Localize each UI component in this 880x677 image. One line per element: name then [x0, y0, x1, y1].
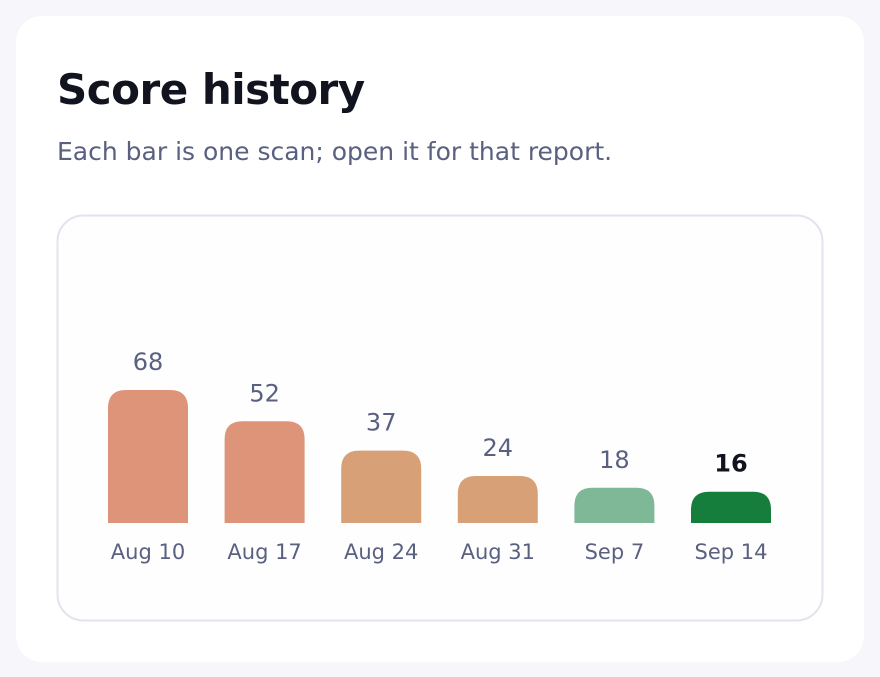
chart-subtitle: Each bar is one scan; open it for that r…: [57, 137, 612, 166]
x-tick-label: Sep 14: [695, 540, 768, 564]
x-tick-label: Aug 10: [111, 540, 185, 564]
value-label: 16: [714, 450, 747, 478]
bar[interactable]: [691, 491, 771, 523]
x-tick-label: Aug 17: [227, 540, 301, 564]
bar[interactable]: [341, 450, 422, 523]
chart-title: Score history: [57, 65, 365, 114]
value-label: 24: [483, 434, 514, 462]
x-tick-label: Sep 7: [585, 540, 645, 564]
bar[interactable]: [108, 390, 188, 523]
bar[interactable]: [457, 476, 538, 523]
value-label: 52: [249, 379, 280, 407]
value-label: 68: [133, 348, 164, 376]
x-tick-label: Aug 31: [461, 540, 535, 564]
bar[interactable]: [224, 421, 305, 523]
value-label: 18: [599, 446, 630, 474]
x-tick-label: Aug 24: [344, 540, 418, 564]
bar[interactable]: [574, 487, 655, 523]
value-label: 37: [366, 409, 397, 437]
